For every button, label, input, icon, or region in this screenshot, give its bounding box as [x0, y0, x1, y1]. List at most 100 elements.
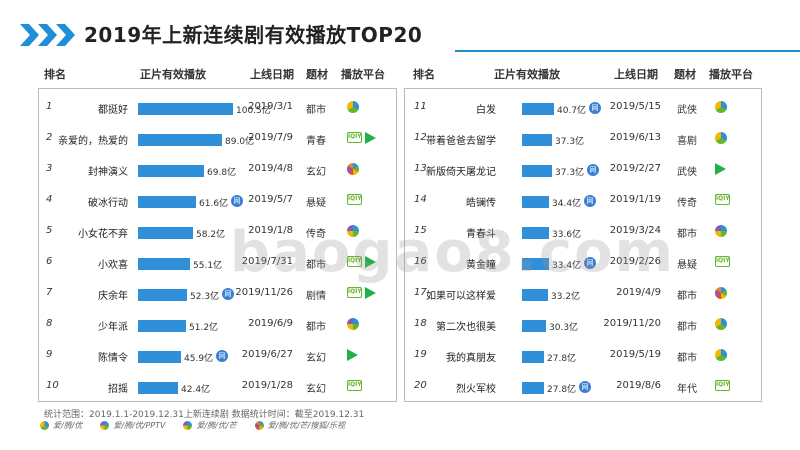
bar: [138, 351, 181, 363]
table-row: 14 皓镧传 34.4亿网 2019/1/19 传奇 iQIY: [0, 184, 800, 215]
table-row: 1 都挺好 100.5亿 2019/3/1 都市: [0, 91, 800, 122]
date-label: 2019/11/20: [603, 318, 661, 329]
table-row: 4 破冰行动 61.6亿网 2019/5/7 悬疑 iQIY: [0, 184, 800, 215]
date-label: 2019/2/26: [609, 256, 661, 267]
rank-label: 3: [46, 163, 53, 174]
genre-label: 都市: [306, 322, 326, 333]
table-row: 18 第二次也很美 30.3亿 2019/11/20 都市: [0, 308, 800, 339]
legend-item: 爱/腾/优/PPTV: [100, 420, 165, 431]
rank-label: 7: [46, 287, 53, 298]
pie-quad-icon: [183, 421, 193, 430]
rank-label: 1: [46, 101, 53, 112]
platform-legend: 爱/腾/优 爱/腾/优/PPTV 爱/腾/优/芒 爱/腾/优/芒/搜狐/乐视: [40, 420, 345, 431]
legend-item: 爱/腾/优/芒: [183, 420, 237, 431]
rank-label: 20: [414, 380, 427, 391]
legend-item: 爱/腾/优/芒/搜狐/乐视: [254, 420, 346, 431]
rank-label: 13: [414, 163, 427, 174]
table-row: 20 烈火军校 27.8亿网 2019/8/6 年代 iQIY: [0, 370, 800, 401]
platform-icons: iQIY: [715, 256, 730, 267]
date-label: 2019/5/7: [248, 194, 293, 205]
bar: [522, 320, 546, 332]
title-label: 封神演义: [88, 167, 128, 178]
header-genre-left: 题材: [306, 68, 328, 81]
legend-label: 爱/腾/优/PPTV: [113, 421, 166, 430]
platform-pie-icon: [347, 163, 359, 175]
pie-blue-green-yellow-purple-icon: [100, 421, 110, 430]
value-label: 40.7亿: [557, 106, 587, 116]
date-label: 2019/4/9: [616, 287, 661, 298]
platform-icons: [715, 349, 727, 361]
table-row: 6 小欢喜 55.1亿 2019/7/31 都市 iQIY: [0, 246, 800, 277]
date-label: 2019/7/9: [248, 132, 293, 143]
value-label: 61.6亿: [199, 199, 229, 209]
date-label: 2019/3/1: [248, 101, 293, 112]
web-badge-icon: 网: [584, 257, 596, 269]
bar: [138, 165, 204, 177]
table-row: 3 封神演义 69.8亿 2019/4/8 玄幻: [0, 153, 800, 184]
title-label: 皓镧传: [466, 198, 496, 209]
tencent-video-icon: [365, 256, 376, 268]
title-label: 破冰行动: [88, 198, 128, 209]
table-row: 8 少年派 51.2亿 2019/6/9 都市: [0, 308, 800, 339]
bar: [522, 103, 554, 115]
genre-label: 悬疑: [677, 260, 697, 271]
value-label: 89.0亿: [225, 137, 255, 147]
tencent-video-icon: [715, 163, 726, 175]
title-label: 招摇: [108, 384, 128, 395]
bar: [522, 134, 552, 146]
web-badge-icon: 网: [587, 164, 599, 176]
genre-label: 武侠: [677, 105, 697, 116]
title-label: 都挺好: [98, 105, 128, 116]
title-label: 庆余年: [98, 291, 128, 302]
genre-label: 传奇: [677, 198, 697, 209]
date-label: 2019/6/9: [248, 318, 293, 329]
bar: [138, 382, 178, 394]
genre-label: 年代: [677, 384, 697, 395]
title-label: 陈情令: [98, 353, 128, 364]
legend-label: 爱/腾/优/芒: [196, 421, 237, 430]
value-label: 51.2亿: [189, 323, 219, 333]
legend-label: 爱/腾/优/芒/搜狐/乐视: [267, 421, 346, 430]
title-label: 白发: [476, 105, 496, 116]
table-row: 9 陈情令 45.9亿网 2019/6/27 玄幻: [0, 339, 800, 370]
value-label: 58.2亿: [196, 230, 226, 240]
pie-blue-green-yellow-icon: [40, 421, 49, 430]
platform-icons: [347, 101, 359, 113]
date-label: 2019/8/6: [616, 380, 661, 391]
header-platform-left: 播放平台: [341, 68, 385, 81]
value-label: 33.4亿: [552, 261, 582, 271]
rank-label: 10: [46, 380, 59, 391]
title-label: 小女花不弃: [78, 229, 128, 240]
date-label: 2019/2/27: [609, 163, 661, 174]
value-label: 33.6亿: [552, 230, 582, 240]
platform-icons: iQIY: [347, 256, 376, 268]
value-label: 27.8亿: [547, 354, 577, 364]
bar: [138, 196, 196, 208]
table-row: 11 白发 40.7亿网 2019/5/15 武侠: [0, 91, 800, 122]
header-genre-right: 题材: [674, 68, 696, 81]
rank-label: 5: [46, 225, 53, 236]
bar: [522, 289, 548, 301]
platform-pie-icon: [715, 225, 727, 237]
value-label: 30.3亿: [549, 323, 579, 333]
genre-label: 都市: [677, 322, 697, 333]
rank-label: 14: [414, 194, 427, 205]
platform-icons: iQIY: [347, 194, 362, 205]
value-label: 34.4亿: [552, 199, 582, 209]
web-badge-icon: 网: [584, 195, 596, 207]
web-badge-icon: 网: [579, 381, 591, 393]
platform-pie-icon: [715, 101, 727, 113]
table-row: 5 小女花不弃 58.2亿 2019/1/8 传奇: [0, 215, 800, 246]
title-label: 少年派: [98, 322, 128, 333]
date-label: 2019/5/19: [609, 349, 661, 360]
bar: [138, 227, 193, 239]
genre-label: 武侠: [677, 167, 697, 178]
tencent-video-icon: [365, 132, 376, 144]
web-badge-icon: 网: [216, 350, 228, 362]
iqiyi-icon: iQIY: [715, 194, 730, 205]
title-underline: [455, 50, 800, 52]
value-label: 37.3亿: [555, 137, 585, 147]
genre-label: 喜剧: [677, 136, 697, 147]
date-label: 2019/5/15: [609, 101, 661, 112]
title-label: 黄金瞳: [466, 260, 496, 271]
